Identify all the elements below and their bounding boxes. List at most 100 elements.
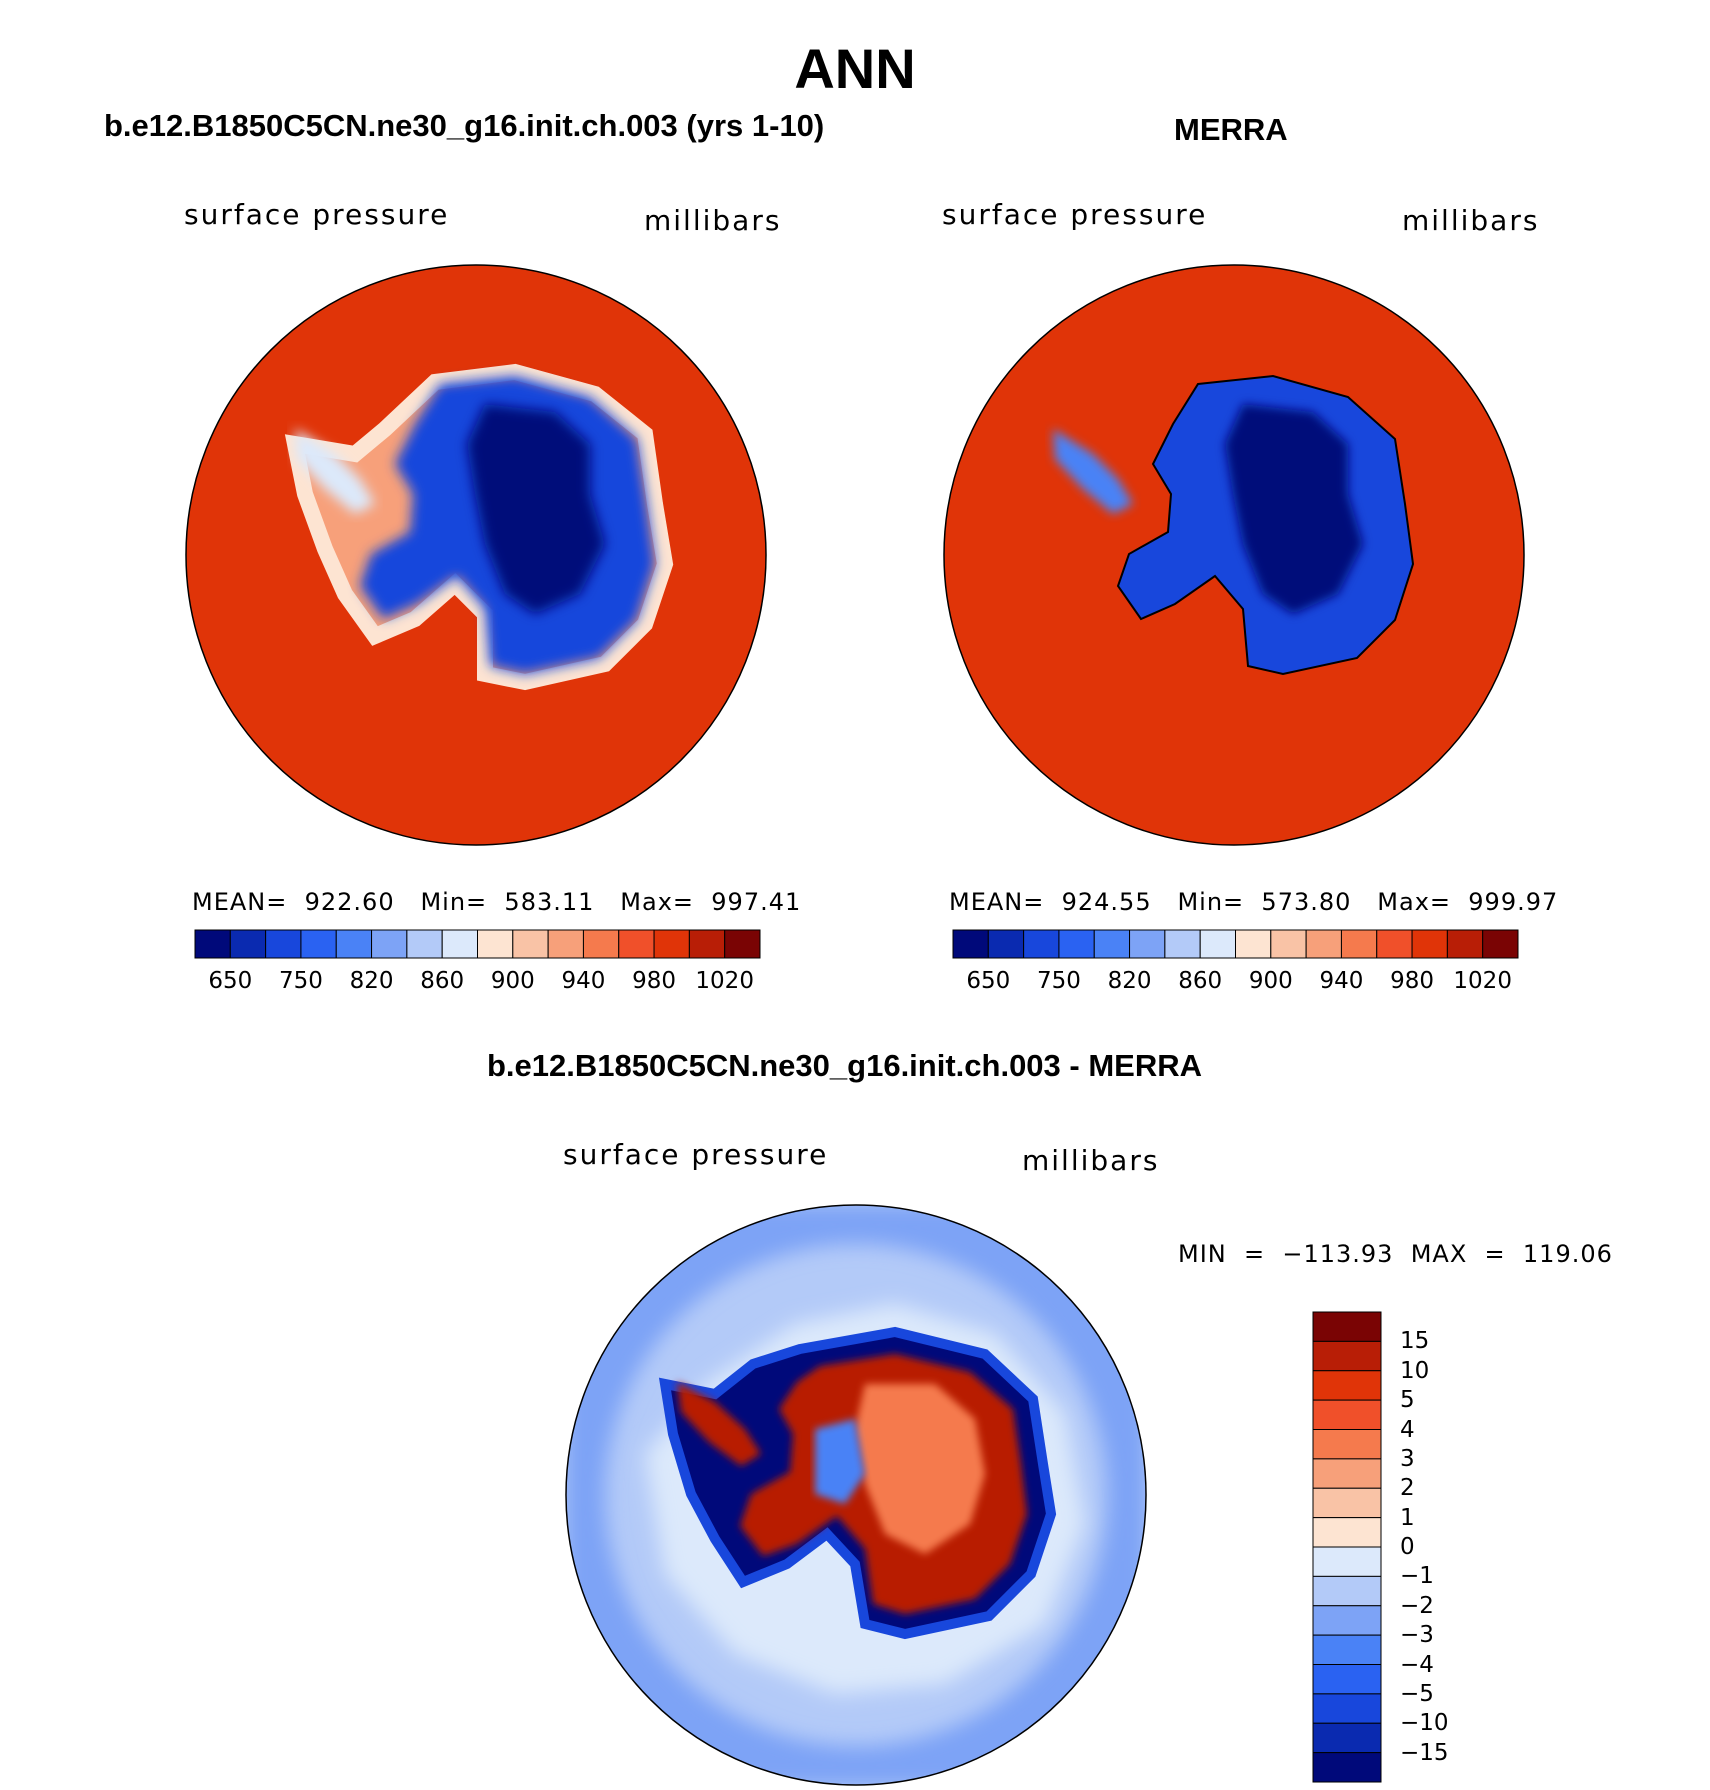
panel3-map (565, 1204, 1147, 1786)
colorbar-tick-label: 2 (1400, 1475, 1415, 1502)
panel2-title: MERRA (1174, 112, 1288, 147)
colorbar-swatch (1164, 929, 1201, 959)
colorbar-swatch (1312, 1311, 1382, 1342)
panel2-map (943, 264, 1525, 846)
colorbar-swatch (1446, 929, 1484, 959)
panel1-units-label: millibars (644, 204, 782, 237)
panel2-stats: MEAN= 924.55 Min= 573.80 Max= 999.97 (949, 888, 1559, 916)
panel3-units-label: millibars (1022, 1144, 1160, 1177)
colorbar-swatch (1312, 1399, 1382, 1431)
colorbar-swatch (582, 929, 620, 959)
colorbar-swatch (441, 929, 479, 959)
colorbar-swatch (1129, 929, 1166, 959)
colorbar-swatch (1312, 1634, 1382, 1666)
panel2-variable-label: surface pressure (942, 198, 1208, 231)
panel3-variable-label: surface pressure (563, 1138, 829, 1171)
panel2-colorbar-ticks: 650 750 820 860 900 940 980 1020 (953, 968, 1518, 998)
colorbar-tick-label: 1020 (695, 968, 754, 994)
colorbar-tick-label: 650 (966, 968, 1011, 994)
panel3-title: b.e12.B1850C5CN.ne30_g16.init.ch.003 - M… (487, 1048, 1202, 1083)
panel2-units-label: millibars (1402, 204, 1540, 237)
colorbar-tick-label: 4 (1400, 1416, 1415, 1443)
colorbar-tick-label: 1 (1400, 1504, 1415, 1531)
panel2-colorbar (952, 929, 1519, 959)
colorbar-tick-label: 10 (1400, 1357, 1430, 1384)
season-title: ANN (794, 37, 916, 100)
colorbar-swatch (1312, 1517, 1382, 1548)
colorbar-swatch (1312, 1575, 1382, 1607)
colorbar-tick-label: −3 (1400, 1622, 1434, 1649)
colorbar-tick-label: 940 (561, 968, 606, 994)
panel3-colorbar-ticks: 15 10 5 4 3 2 1 0 −1 −2 −3 −4 −5 −10 −15 (1400, 1312, 1480, 1782)
colorbar-tick-label: 5 (1400, 1387, 1415, 1414)
colorbar-tick-label: 980 (632, 968, 677, 994)
colorbar-swatch (618, 929, 655, 959)
panel3-peninsula (677, 1382, 761, 1466)
colorbar-swatch (688, 929, 726, 959)
panel2-map-border (943, 264, 1525, 846)
colorbar-tick-label: −4 (1400, 1651, 1434, 1678)
panel1-title: b.e12.B1850C5CN.ne30_g16.init.ch.003 (yr… (104, 108, 825, 143)
colorbar-swatch (1235, 929, 1272, 959)
colorbar-swatch (1023, 929, 1060, 959)
colorbar-tick-label: −1 (1400, 1563, 1434, 1590)
panel1-stats: MEAN= 922.60 Min= 583.11 Max= 997.41 (192, 888, 802, 916)
colorbar-swatch (477, 929, 514, 959)
colorbar-tick-label: −5 (1400, 1680, 1434, 1707)
colorbar-tick-label: −15 (1400, 1739, 1449, 1766)
colorbar-tick-label: −2 (1400, 1592, 1434, 1619)
panel3-map-border (565, 1204, 1147, 1786)
colorbar-tick-label: 860 (420, 968, 465, 994)
colorbar-swatch (724, 929, 761, 959)
colorbar-swatch (512, 929, 549, 959)
panel3-stats: MIN = −113.93 MAX = 119.06 (1178, 1240, 1613, 1268)
panel2-peninsula (1053, 429, 1133, 514)
colorbar-swatch (300, 929, 337, 959)
panel3-continent-negative (815, 1419, 865, 1504)
panel3-continent-interior (855, 1384, 985, 1554)
colorbar-swatch (653, 929, 690, 959)
panel1-variable-label: surface pressure (184, 198, 450, 231)
colorbar-swatch (1312, 1752, 1382, 1783)
panel1-plateau (467, 404, 605, 614)
colorbar-tick-label: 0 (1400, 1534, 1415, 1560)
colorbar-tick-label: 820 (1107, 968, 1152, 994)
colorbar-tick-label: 980 (1390, 968, 1435, 994)
panel1-colorbar-ticks: 650 750 820 860 900 940 980 1020 (195, 968, 760, 998)
panel1-colorbar (194, 929, 761, 959)
colorbar-swatch (1270, 929, 1307, 959)
colorbar-swatch (1312, 1605, 1382, 1636)
colorbar-swatch (1312, 1487, 1382, 1519)
colorbar-swatch (1312, 1546, 1382, 1577)
colorbar-tick-label: 860 (1178, 968, 1223, 994)
colorbar-swatch (952, 929, 989, 959)
colorbar-swatch (1312, 1429, 1382, 1460)
colorbar-swatch (194, 929, 231, 959)
colorbar-swatch (1312, 1722, 1382, 1754)
colorbar-swatch (406, 929, 443, 959)
colorbar-swatch (1305, 929, 1342, 959)
colorbar-tick-label: 940 (1319, 968, 1364, 994)
colorbar-tick-label: 750 (278, 968, 323, 994)
panel2-plateau (1225, 404, 1363, 614)
panel1-map (185, 264, 767, 846)
colorbar-tick-label: 3 (1400, 1445, 1415, 1472)
panel1-map-border (185, 264, 767, 846)
panel3-colorbar (1312, 1311, 1382, 1783)
colorbar-tick-label: 15 (1400, 1328, 1430, 1355)
colorbar-tick-label: 900 (1248, 968, 1293, 994)
colorbar-swatch (1312, 1370, 1382, 1401)
colorbar-swatch (1093, 929, 1131, 959)
colorbar-swatch (1340, 929, 1378, 959)
colorbar-tick-label: 650 (208, 968, 253, 994)
colorbar-swatch (1058, 929, 1095, 959)
colorbar-swatch (1312, 1458, 1382, 1489)
colorbar-swatch (1312, 1693, 1382, 1724)
colorbar-swatch (547, 929, 584, 959)
colorbar-swatch (1376, 929, 1413, 959)
colorbar-tick-label: −10 (1400, 1710, 1449, 1737)
colorbar-swatch (1312, 1340, 1382, 1372)
colorbar-swatch (265, 929, 302, 959)
colorbar-swatch (1482, 929, 1519, 959)
colorbar-swatch (1199, 929, 1237, 959)
